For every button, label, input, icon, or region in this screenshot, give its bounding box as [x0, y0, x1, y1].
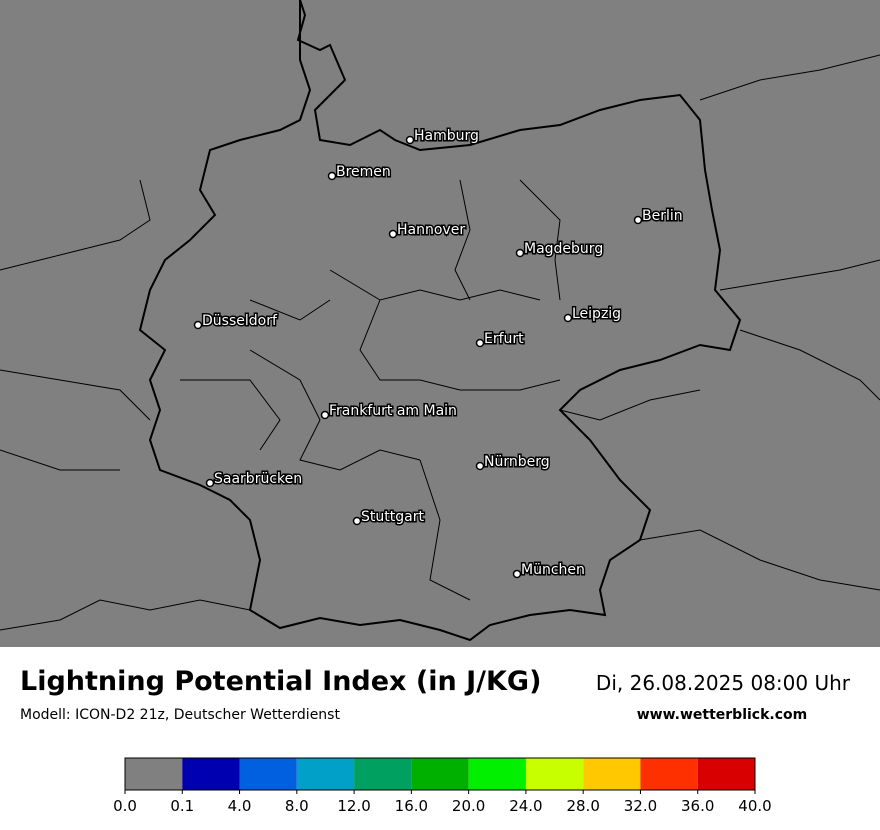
city-label: Düsseldorf [202, 313, 278, 329]
colorbar-tick-label: 4.0 [228, 797, 252, 815]
city: Hannover [388, 221, 467, 240]
borders [0, 0, 880, 642]
city-label: Erfurt [484, 331, 524, 347]
colorbar-segment [182, 758, 240, 790]
colorbar-segment [125, 758, 183, 790]
colorbar-tick-label: 40.0 [738, 797, 771, 815]
city-label: Berlin [642, 208, 683, 224]
city: Hamburg [405, 127, 480, 146]
city: Stuttgart [352, 508, 426, 527]
city: Bremen [327, 163, 392, 182]
cities: Hamburg Bremen Berlin Hannover Magdeburg… [193, 127, 684, 580]
website: www.wetterblick.com [637, 707, 808, 723]
colorbar-tick-label: 28.0 [566, 797, 599, 815]
colorbar-tick-label: 20.0 [452, 797, 485, 815]
colorbar-tick-label: 0.0 [113, 797, 137, 815]
city-label: Saarbrücken [214, 471, 302, 487]
city-label: Stuttgart [361, 509, 424, 525]
colorbar-segment [411, 758, 469, 790]
neighbor-border [0, 54, 880, 631]
colorbar-tick-label: 36.0 [681, 797, 714, 815]
colorbar-frame [124, 757, 756, 791]
city: Leipzig [563, 305, 623, 324]
date: Di, 26.08.2025 08:00 Uhr [596, 671, 851, 695]
colorbar-tick-label: 12.0 [337, 797, 370, 815]
city-marker [352, 516, 362, 526]
city-marker [512, 569, 522, 579]
city: Berlin [633, 207, 684, 226]
city-marker [388, 229, 398, 239]
colorbar: 0.0 0.1 4.0 8.0 12.0 16.0 20.0 24.0 28.0 32.0 36.0… [113, 757, 772, 815]
city-label: München [521, 562, 585, 578]
city: München [512, 561, 586, 580]
city-label: Hamburg [414, 128, 479, 144]
footer-panel [0, 647, 880, 830]
colorbar-segment [239, 758, 297, 790]
city-marker [563, 313, 573, 323]
colorbar-tick-label: 8.0 [285, 797, 309, 815]
colorbar-segment [354, 758, 412, 790]
city-marker [633, 215, 643, 225]
city-marker [193, 320, 203, 330]
city-label: Leipzig [572, 306, 621, 322]
colorbar-segment [525, 758, 584, 790]
city-label: Nürnberg [484, 454, 550, 470]
colorbar-tick-label: 0.1 [170, 797, 194, 815]
city-marker [205, 478, 215, 488]
city-label: Frankfurt am Main [329, 403, 457, 419]
city-marker [475, 338, 485, 348]
city-marker [475, 461, 485, 471]
colorbar-segment [640, 758, 698, 790]
colorbar-segment [583, 758, 641, 790]
title: Lightning Potential Index (in J/KG) [20, 666, 541, 697]
city-marker [405, 135, 415, 145]
city-marker [515, 248, 525, 258]
colorbar-segment [468, 758, 526, 790]
colorbar-tick-label: 32.0 [624, 797, 657, 815]
map-background [0, 0, 880, 647]
city-marker [320, 410, 330, 420]
city-label: Hannover [397, 222, 465, 238]
colorbar-segment [296, 758, 355, 790]
city: Magdeburg [515, 240, 605, 259]
city-marker [327, 171, 337, 181]
city: Düsseldorf [193, 312, 279, 331]
city: Erfurt [475, 330, 526, 349]
colorbar-tick-label: 16.0 [395, 797, 428, 815]
city: Saarbrücken [205, 470, 304, 489]
colorbar-tick-label: 24.0 [509, 797, 542, 815]
subtitle: Modell: ICON-D2 21z, Deutscher Wetterdie… [20, 707, 340, 723]
city: Nürnberg [475, 453, 551, 472]
city-label: Bremen [336, 164, 391, 180]
city: Frankfurt am Main [320, 402, 458, 421]
country-border [138, 0, 742, 642]
state-border [180, 179, 561, 601]
colorbar-segment [697, 758, 755, 790]
city-label: Magdeburg [524, 241, 603, 257]
